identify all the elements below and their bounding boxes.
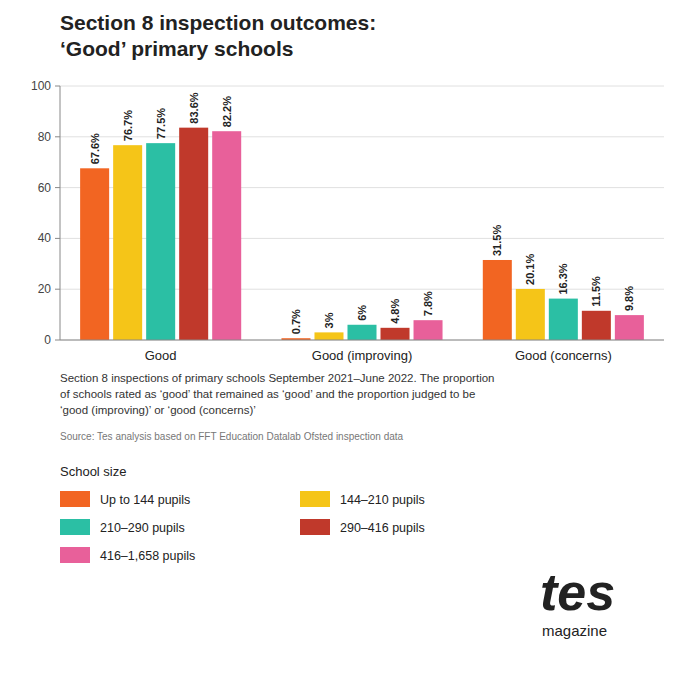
grid-line [60, 86, 664, 87]
y-tick [55, 238, 60, 239]
x-tick-label: Good (improving) [312, 348, 412, 363]
data-label: 82.2% [221, 96, 233, 127]
data-label: 3% [323, 312, 335, 328]
legend-entry: 210–290 pupils [100, 521, 185, 535]
data-label: 16.3% [557, 263, 569, 294]
bar [146, 143, 175, 340]
x-tick-label: Good [145, 348, 177, 363]
legend-title: School size [60, 464, 126, 479]
y-tick [55, 340, 60, 341]
chart: Section 8 inspection outcomes: ‘Good’ pri… [0, 0, 684, 684]
legend: School size Up to 144 pupils 144–210 pupil… [60, 464, 425, 563]
grid [60, 86, 664, 340]
data-label: 0.7% [290, 309, 302, 334]
y-tick [55, 136, 60, 137]
footnote-line: of schools rated as ‘good’ that remained… [60, 388, 475, 400]
legend-swatch [60, 519, 90, 535]
bar [113, 145, 142, 340]
data-label: 7.8% [422, 291, 434, 316]
y-tick [55, 86, 60, 87]
y-tick-label: 0 [44, 333, 51, 347]
bar [414, 320, 443, 340]
footnote-line: ‘good (improving)’ or ‘good (concerns)’ [60, 404, 256, 416]
legend-entry: 416–1,658 pupils [100, 549, 195, 563]
data-label: 77.5% [155, 108, 167, 139]
y-tick-label: 40 [38, 231, 52, 245]
bar [314, 332, 343, 340]
y-tick [55, 289, 60, 290]
bar [549, 299, 578, 340]
data-label: 6% [356, 305, 368, 321]
bar [615, 315, 644, 340]
bars [80, 128, 644, 340]
y-tick-label: 20 [38, 282, 52, 296]
x-axis [60, 340, 664, 341]
legend-swatch [60, 491, 90, 507]
logo: tes [540, 563, 615, 621]
bar [582, 311, 611, 340]
legend-swatch [60, 547, 90, 563]
y-tick-label: 80 [38, 130, 52, 144]
data-label: 67.6% [89, 133, 101, 164]
data-labels: 67.6% 76.7% 77.5% 83.6% 82.2% 0.7% 3% 6% 4.8% 7.8… [89, 92, 636, 334]
data-label: 31.5% [491, 225, 503, 256]
title: Section 8 inspection outcomes: [60, 11, 376, 34]
legend-entry: 144–210 pupils [340, 493, 425, 507]
y-tick-label: 100 [31, 79, 51, 93]
background [0, 0, 684, 684]
footnote: Section 8 inspections of primary schools… [60, 372, 495, 416]
legend-entry: Up to 144 pupils [100, 493, 190, 507]
legend-entry: 290–416 pupils [340, 521, 425, 535]
y-tick-label: 60 [38, 181, 52, 195]
legend-swatch [300, 491, 330, 507]
bar [212, 131, 241, 340]
bar [483, 260, 512, 340]
data-label: 83.6% [188, 92, 200, 123]
y-tick [55, 187, 60, 188]
bar [516, 289, 545, 340]
data-label: 76.7% [122, 110, 134, 141]
grid-line [60, 136, 664, 137]
y-axis [60, 86, 61, 340]
data-label: 4.8% [389, 299, 401, 324]
subtitle: ‘Good’ primary schools [60, 37, 293, 60]
bar [347, 325, 376, 340]
data-label: 9.8% [623, 286, 635, 311]
data-label: 20.1% [524, 254, 536, 285]
source: Source: Tes analysis based on FFT Educat… [60, 431, 404, 442]
grid-line [60, 340, 664, 341]
logo-subtitle: magazine [542, 622, 607, 639]
bar [381, 328, 410, 340]
bar [179, 128, 208, 340]
bar [80, 168, 109, 340]
footnote-line: Section 8 inspections of primary schools… [60, 372, 495, 384]
legend-swatch [300, 519, 330, 535]
x-tick-label: Good (concerns) [515, 348, 612, 363]
data-label: 11.5% [590, 276, 602, 307]
